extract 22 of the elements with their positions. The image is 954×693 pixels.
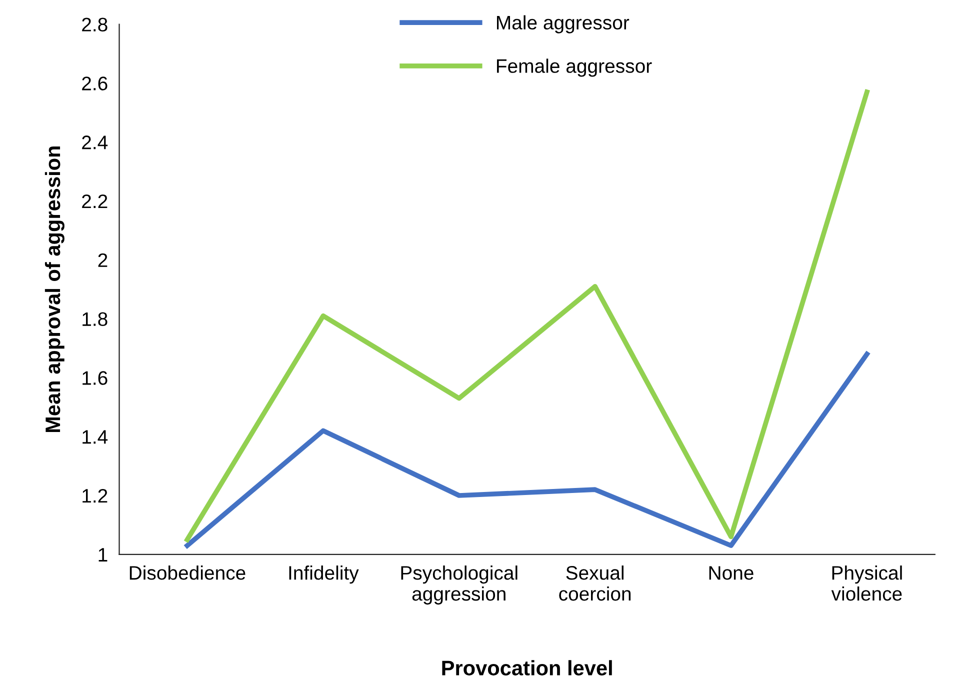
x-tick-label: Infidelity [289,566,359,584]
y-tick-label: 2 [98,253,108,267]
y-axis-title: Mean approval of aggression [44,146,64,432]
y-tick-label: 2.4 [82,136,108,150]
legend-label: Female aggressor [497,58,652,77]
line-series [184,90,870,542]
y-tick-label: 1.2 [82,488,108,503]
legend-label: Male aggressor [497,15,630,34]
x-tick-label: Physical violence [831,566,902,601]
line-series [184,352,870,548]
y-tick-label: 1.4 [82,430,108,444]
x-tick-label: Disobedience [130,566,246,580]
y-tick-label: 2.6 [82,76,108,90]
y-tick-label: 2.2 [82,194,108,208]
y-tick-label: 1.6 [82,371,108,385]
x-tick-label: Sexual coercion [559,566,631,601]
x-tick-label: None [709,566,754,580]
y-tick-label: 1.8 [82,312,108,326]
y-tick-label: 2.8 [82,18,108,32]
x-tick-label: Psychological aggression [401,566,518,605]
y-tick-label: 1 [98,548,108,562]
x-axis-title: Provocation level [442,660,612,676]
